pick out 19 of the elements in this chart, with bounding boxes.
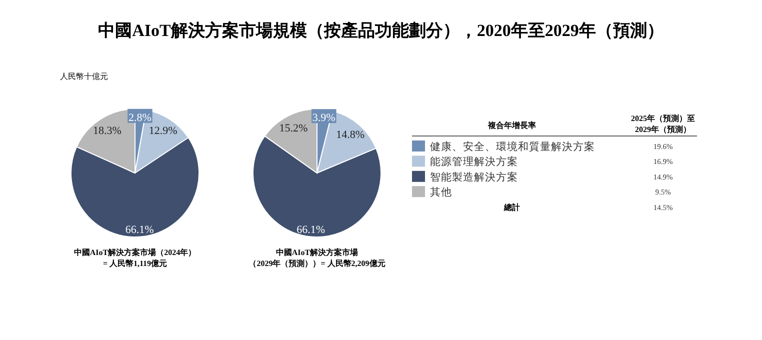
text: 2025年（預測）至 2029年（預測） (631, 114, 695, 134)
text: 中國AIoT解決方案市場規模（按產品功能劃分），2020年至2029年（預測） (98, 20, 664, 40)
data-label: 66.1% (296, 224, 326, 236)
category-label: 智能製造解決方案 (430, 170, 518, 184)
data-label: 66.1% (125, 224, 154, 236)
data-label: 18.3% (92, 125, 122, 138)
data-label: 15.2% (279, 122, 308, 135)
text: 中國AIoT解決方案市場（2029年（預測））= 人民幣2,209億元 (248, 247, 386, 268)
data-label: 3.9% (312, 112, 336, 124)
category-label: 能源管理解決方案 (430, 155, 518, 168)
text: 中國AIoT解決方案市場（2024年） = 人民幣1,119億元 (74, 247, 196, 268)
text: 總計 (503, 202, 520, 212)
text: 複合年增長率 (487, 120, 536, 130)
chart-subtitle: 人民幣十億元 (60, 72, 108, 81)
category-label: 健康、安全、環境和質量解決方案 (430, 140, 595, 153)
data-label: 14.8% (336, 129, 365, 142)
data-label: 12.9% (148, 125, 178, 138)
data-label: 2.8% (128, 112, 152, 124)
category-label: 其他 (430, 186, 452, 199)
